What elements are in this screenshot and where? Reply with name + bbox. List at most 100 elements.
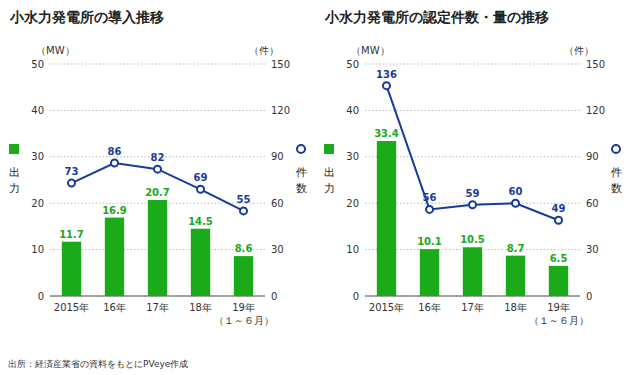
- line-data-label: 49: [552, 203, 566, 214]
- y-tick-label: 30: [346, 151, 359, 162]
- y-axis-label: 出力: [324, 166, 335, 195]
- y-tick-label: 50: [31, 59, 44, 70]
- x-tick-label: 18年: [504, 302, 527, 313]
- source-note: 出所：経済産業省の資料をもとにPVeye作成: [8, 359, 188, 369]
- bar: [191, 229, 210, 296]
- x-tick-label: 2015年: [54, 302, 89, 313]
- y2-tick-label: 0: [586, 291, 592, 302]
- bar: [377, 141, 396, 296]
- plot-area: [377, 82, 568, 296]
- grid-line: [365, 156, 580, 157]
- bar-data-label: 8.7: [507, 243, 525, 254]
- line-data-label: 86: [108, 146, 122, 157]
- bar-data-label: 33.4: [374, 128, 399, 139]
- data-labels: 33.4 10.1 10.5 8.7 6.5 136 56 59 60 49: [374, 69, 567, 264]
- y2-tick-label: 30: [271, 244, 284, 255]
- legend-swatch-line: [612, 145, 620, 153]
- y2-axis-label: 件数: [611, 166, 622, 195]
- line-marker: [383, 82, 390, 89]
- y2-tick-label: 150: [586, 59, 605, 70]
- line-marker: [240, 207, 247, 214]
- line-marker: [512, 200, 519, 207]
- x-tick-label: 19年（１～６月）: [529, 302, 589, 326]
- y-tick-label: 20: [346, 198, 359, 209]
- chart-figure: 小水力発電所の導入推移 （MW） （件） 0 10 20 30 40 50 0 30 60 90 120 1…: [0, 0, 630, 375]
- line: [72, 163, 244, 211]
- line-data-label: 82: [151, 152, 165, 163]
- line-marker: [426, 206, 433, 213]
- grid-line: [365, 64, 580, 65]
- legend-swatch-line: [297, 145, 305, 153]
- line-data-label: 60: [509, 186, 523, 197]
- y-tick-label: 40: [346, 105, 359, 116]
- bar-data-label: 6.5: [550, 253, 568, 264]
- x-tick-label: 17年: [461, 302, 484, 313]
- line-marker: [469, 201, 476, 208]
- x-tick-label: 2015年: [369, 302, 404, 313]
- y-tick-label: 30: [31, 151, 44, 162]
- bar: [62, 242, 81, 296]
- line: [387, 86, 559, 221]
- chart-title: 小水力発電所の認定件数・量の推移: [324, 9, 549, 25]
- data-labels: 11.716.920.714.58.67386826955: [59, 146, 252, 254]
- x-tick-label: 19年（１～６月）: [214, 302, 274, 326]
- line-marker: [197, 186, 204, 193]
- y2-tick-label: 0: [271, 291, 277, 302]
- y-tick-label: 0: [38, 291, 44, 302]
- y-tick-label: 10: [346, 244, 359, 255]
- y-unit: （MW）: [351, 45, 390, 56]
- bar: [506, 256, 525, 296]
- line-data-label: 136: [376, 69, 397, 80]
- bar-data-label: 10.1: [417, 236, 442, 247]
- line-data-label: 56: [423, 192, 437, 203]
- bar-data-label: 10.5: [460, 234, 485, 245]
- bar-data-label: 11.7: [59, 229, 84, 240]
- y2-tick-label: 120: [271, 105, 290, 116]
- x-tick-label: 17年: [146, 302, 169, 313]
- y2-tick-label: 120: [586, 105, 605, 116]
- plot-area: [62, 159, 253, 296]
- y2-axis-label: 件数: [296, 166, 307, 195]
- y2-tick-label: 60: [586, 198, 599, 209]
- y-tick-label: 20: [31, 198, 44, 209]
- chart-panel: 小水力発電所の導入推移（MW）（件）0102030405003060901201…: [8, 9, 307, 369]
- legend-swatch-bar: [9, 144, 19, 154]
- line-data-label: 59: [466, 188, 480, 199]
- bar: [549, 266, 568, 296]
- x-tick-label: 18年: [189, 302, 212, 313]
- y-tick-label: 50: [346, 59, 359, 70]
- line-marker: [154, 166, 161, 173]
- bar-data-label: 14.5: [188, 216, 213, 227]
- y2-tick-label: 150: [271, 59, 290, 70]
- y-axis-label: 出力: [9, 166, 20, 195]
- bar-data-label: 16.9: [102, 205, 127, 216]
- y2-tick-label: 90: [586, 151, 599, 162]
- grid-line: [365, 110, 580, 111]
- chart-title: 小水力発電所の導入推移: [9, 9, 164, 25]
- bar: [234, 256, 253, 296]
- legend-swatch-bar: [324, 144, 334, 154]
- bar: [148, 200, 167, 296]
- y2-unit: （件）: [249, 45, 279, 56]
- line-marker: [555, 217, 562, 224]
- bar-data-label: 8.6: [235, 243, 253, 254]
- y2-tick-label: 90: [271, 151, 284, 162]
- bar: [463, 247, 482, 296]
- y2-unit: （件）: [564, 45, 594, 56]
- bar: [420, 249, 439, 296]
- y-tick-label: 0: [353, 291, 359, 302]
- x-tick-label: 16年: [418, 302, 441, 313]
- grid-line: [50, 64, 265, 65]
- line-data-label: 55: [237, 194, 251, 205]
- chart-panel: 小水力発電所の認定件数・量の推移 （MW） （件） 0 10 20 30 40 50 0 30 60 9…: [324, 9, 622, 326]
- x-tick-label: 16年: [103, 302, 126, 313]
- line-marker: [111, 159, 118, 166]
- line-marker: [68, 180, 75, 187]
- line-data-label: 73: [65, 166, 79, 177]
- bar-data-label: 20.7: [145, 187, 170, 198]
- y2-tick-label: 60: [271, 198, 284, 209]
- y2-tick-label: 30: [586, 244, 599, 255]
- y-tick-label: 40: [31, 105, 44, 116]
- grid-line: [50, 110, 265, 111]
- bar: [105, 218, 124, 296]
